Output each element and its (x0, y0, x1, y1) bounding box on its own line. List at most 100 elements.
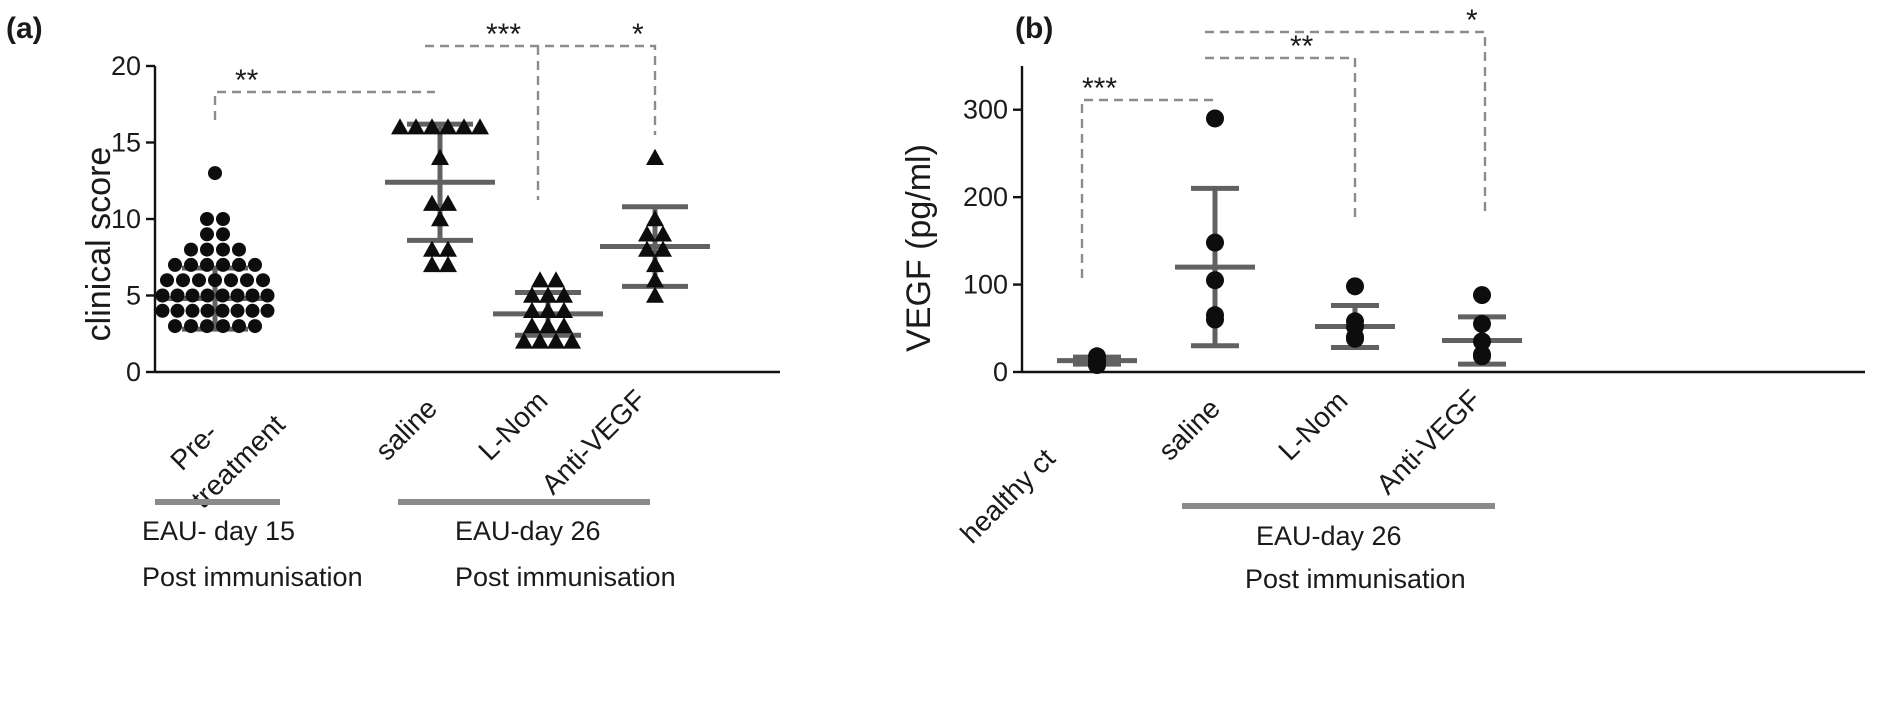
panel-a-data-point (423, 255, 441, 273)
panel-a-data-point (515, 332, 533, 349)
panel-b-data-marks (1057, 109, 1522, 375)
panel-b: (b) VEGF (pg/ml) 0 100 200 300 *** ** * hea… (900, 4, 1865, 594)
panel-a-data-point (185, 288, 200, 303)
panel-a-data-point (224, 273, 238, 288)
panel-a-significance-2: *** (486, 18, 521, 51)
panel-a-data-point (531, 332, 549, 349)
panel-a-data-point (232, 257, 246, 272)
panel-a-y-axis-label: clinical score (80, 147, 118, 342)
panel-a-data-point (407, 118, 425, 135)
panel-a-data-point (439, 118, 457, 135)
panel-a-data-point (230, 303, 245, 318)
panel-a-timepoint-2-line2: Post immunisation (455, 562, 676, 592)
panel-b-category-healthy: healthy ct (954, 442, 1061, 549)
panel-b-data-point (1206, 233, 1224, 252)
panel-a-ytick-label: 5 (126, 281, 141, 311)
panel-a-significance-3: * (632, 18, 644, 51)
panel-a-data-point (232, 242, 246, 257)
panel-a-data-point (646, 255, 664, 273)
panel-a-data-marks (155, 118, 710, 349)
panel-b-ytick-label: 300 (963, 95, 1008, 125)
panel-a-ytick-label: 10 (111, 204, 141, 234)
panel-a-data-point (240, 273, 254, 288)
panel-a-data-point (555, 286, 573, 303)
panel-a-data-point (215, 303, 230, 318)
panel-a-data-point (248, 257, 262, 272)
panel-a-timepoint-1-line1: EAU- day 15 (142, 516, 295, 546)
panel-b-category-antivegf: Anti-VEGF (1370, 384, 1487, 501)
panel-a-ytick-label: 20 (111, 51, 141, 81)
panel-b-data-point (1473, 314, 1491, 333)
panel-b-data-point (1206, 310, 1224, 329)
panel-a-data-point (260, 288, 275, 303)
panel-a-data-point (547, 332, 565, 349)
panel-a-data-point (208, 166, 222, 181)
panel-a-data-point (260, 303, 275, 318)
panel-a-category-antivegf: Anti-VEGF (535, 384, 652, 501)
panel-a-data-point (654, 240, 672, 257)
panel-a-data-point (200, 242, 214, 257)
panel-b-data-point (1088, 356, 1106, 375)
panel-a-data-point (638, 225, 656, 242)
panel-a-label: (a) (6, 12, 43, 45)
panel-a-data-point (215, 288, 230, 303)
panel-a-data-point (168, 319, 182, 334)
panel-b-data-point (1206, 109, 1224, 128)
panel-a-data-point (523, 301, 541, 318)
panel-a-data-point (523, 286, 541, 303)
panel-a-data-point (439, 240, 457, 257)
panel-a-data-point (192, 273, 206, 288)
panel-a-data-point (216, 212, 230, 226)
panel-a-data-point (216, 227, 230, 242)
panel-a-data-point (185, 303, 200, 318)
panel-a-data-point (216, 242, 230, 257)
panel-a-data-point (423, 194, 441, 211)
panel-a-data-point (200, 303, 215, 318)
panel-a-data-point (646, 210, 664, 227)
panel-a-data-point (170, 303, 185, 318)
panel-b-data-point (1346, 277, 1364, 296)
panel-b-category-saline: saline (1152, 393, 1226, 467)
panel-a-data-point (547, 271, 565, 288)
panel-a-data-point (423, 118, 441, 135)
panel-b-y-ticks: 0 100 200 300 (963, 95, 1022, 387)
panel-b-data-point (1473, 347, 1491, 366)
panel-a-data-point (439, 255, 457, 273)
panel-a-data-point (168, 257, 182, 272)
panel-b-bracket-saline-vs-lnom (1205, 56, 1357, 222)
panel-a-timepoint-2-line1: EAU-day 26 (455, 516, 601, 546)
panel-a-data-point (200, 288, 215, 303)
panel-b-ytick-label: 100 (963, 270, 1008, 300)
panel-a-ytick-label: 15 (111, 128, 141, 158)
panel-b-bracket-saline-vs-antivegf (1205, 30, 1487, 212)
panel-b-timepoint-1-line2: Post immunisation (1245, 564, 1466, 594)
panel-a-data-point (232, 319, 246, 334)
panel-b-significance-2: ** (1290, 30, 1314, 63)
panel-a-data-point (216, 257, 230, 272)
panel-a-data-point (391, 118, 409, 135)
panel-a-data-point (439, 194, 457, 211)
panel-a-data-point (170, 288, 185, 303)
panel-a-data-point (248, 319, 262, 334)
panel-a-ytick-label: 0 (126, 357, 141, 387)
panel-a-data-point (539, 317, 557, 334)
panel-a-data-point (208, 273, 222, 288)
panel-a-data-point (646, 148, 664, 165)
panel-a-data-point (155, 288, 170, 303)
panel-a-data-point (245, 303, 260, 318)
panel-a-data-point (638, 240, 656, 257)
panel-a-data-point (256, 273, 270, 288)
panel-a-data-point (646, 271, 664, 288)
panel-a-data-point (216, 319, 230, 334)
panel-a-data-point (184, 242, 198, 257)
panel-a-y-ticks: 0 5 10 15 20 (111, 51, 155, 387)
panel-a-data-point (176, 273, 190, 288)
panel-a-data-point (184, 257, 198, 272)
panel-b-y-axis-label: VEGF (pg/ml) (900, 144, 938, 352)
panel-a-data-point (531, 271, 549, 288)
panel-a-data-point (555, 317, 573, 334)
panel-b-data-point (1473, 332, 1491, 351)
panel-a-data-point (431, 148, 449, 165)
